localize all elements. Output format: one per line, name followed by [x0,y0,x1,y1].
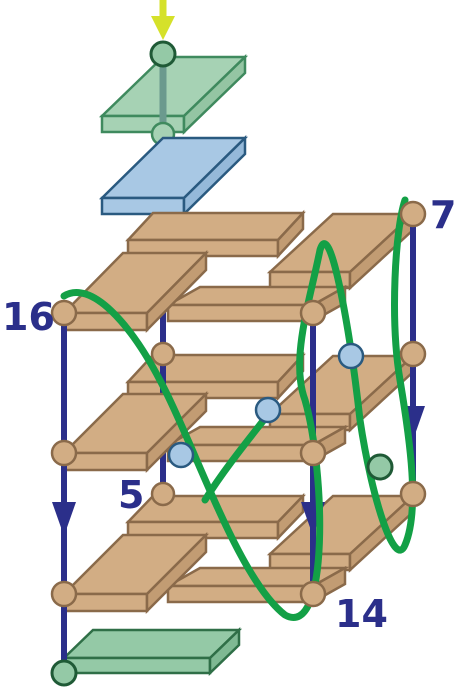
label-5: 5 [118,473,144,517]
label-16: 16 [2,295,55,339]
bottom-green-plate [60,627,243,676]
top-green-plate [98,54,249,147]
down-arrow-icon [52,502,76,536]
green-nodes [50,40,394,687]
label-14: 14 [335,592,388,636]
brown-nodes [50,200,427,608]
label-7: 7 [430,193,455,237]
input-arrow-icon [151,0,175,40]
green-curve [60,196,417,621]
strand-left [52,313,76,673]
blue-nodes [167,342,365,469]
blue-plate [98,135,249,217]
